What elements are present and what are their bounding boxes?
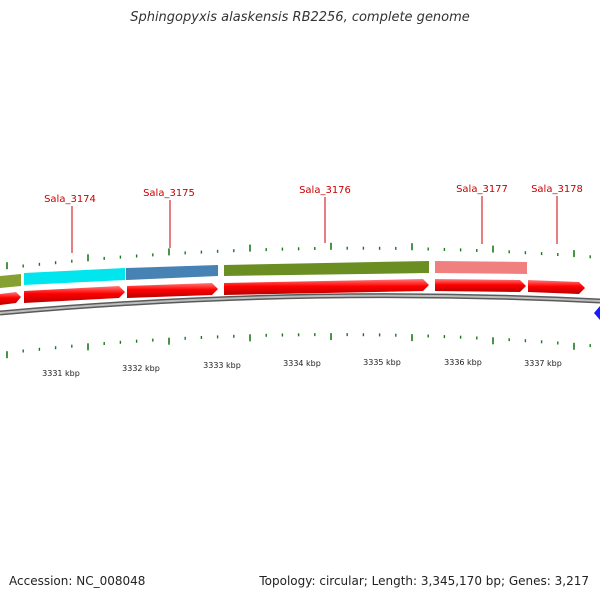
cds-arrow[interactable] (528, 280, 585, 294)
kbp-label: 3337 kbp (524, 359, 562, 368)
kbp-label: 3331 kbp (42, 369, 80, 378)
gene-label-sala-3177[interactable]: Sala_3177 (456, 184, 508, 195)
genome-backbone (0, 293, 600, 316)
upper-tick-row (6, 242, 591, 270)
gene-bar-sala-3177[interactable] (435, 261, 527, 274)
cds-arrow[interactable] (435, 279, 526, 292)
gene-bar-sala-3175[interactable] (126, 265, 218, 280)
gene-label-sala-3175[interactable]: Sala_3175 (143, 188, 195, 199)
blue-marker-icon (594, 306, 600, 320)
gene-label-sala-3174[interactable]: Sala_3174 (44, 194, 96, 205)
cds-arrow[interactable] (127, 283, 218, 298)
gene-label-sala-3178[interactable]: Sala_3178 (531, 184, 583, 195)
cds-arrow[interactable] (0, 292, 21, 305)
gene-bar-sala-3174[interactable] (24, 268, 125, 285)
gene-label-sala-3176[interactable]: Sala_3176 (299, 185, 351, 196)
kbp-scale-labels: 3331 kbp 3332 kbp 3333 kbp 3334 kbp 3335… (42, 358, 562, 378)
topology-text: Topology: circular; Length: 3,345,170 bp… (259, 574, 589, 588)
gene-track (0, 261, 527, 288)
kbp-label: 3335 kbp (363, 358, 401, 367)
lower-tick-row (6, 333, 591, 359)
cds-arrow[interactable] (24, 286, 125, 303)
accession-text: Accession: NC_008048 (9, 574, 146, 588)
gene-label-pointers (71, 196, 558, 253)
cds-track (0, 279, 585, 305)
map-title: Sphingopyxis alaskensis RB2256, complete… (130, 10, 470, 25)
cds-arrow[interactable] (224, 279, 429, 295)
kbp-label: 3333 kbp (203, 361, 241, 370)
gene-labels: Sala_3174 Sala_3175 Sala_3176 Sala_3177 … (44, 184, 583, 205)
kbp-label: 3334 kbp (283, 359, 321, 368)
kbp-label: 3332 kbp (122, 364, 160, 373)
kbp-label: 3336 kbp (444, 358, 482, 367)
gene-bar-partial-left[interactable] (0, 274, 21, 288)
gene-bar-sala-3176[interactable] (224, 261, 429, 276)
